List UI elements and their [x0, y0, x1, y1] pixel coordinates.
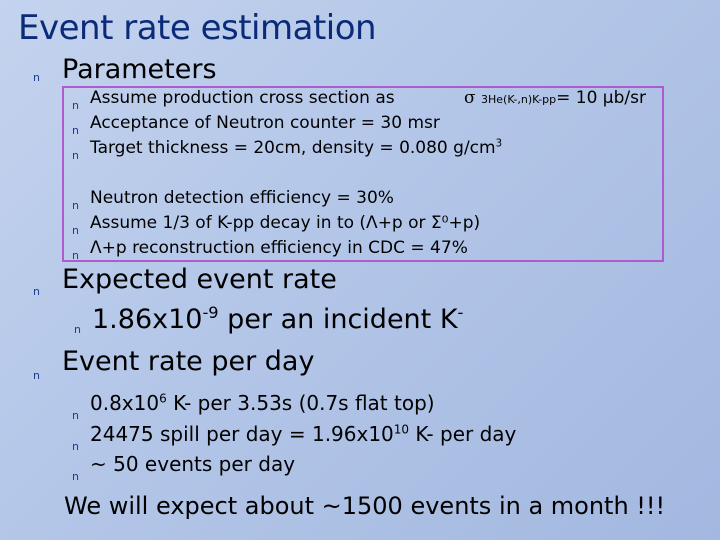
param-cross-section: Assume production cross section as: [90, 88, 395, 108]
perday-line-1: 0.8x106 K- per 3.53s (0.7s flat top): [90, 391, 435, 415]
param-acceptance: Acceptance of Neutron counter = 30 msr: [90, 113, 440, 133]
param-reconstruction: Λ+p reconstruction efficiency in CDC = 4…: [90, 238, 468, 258]
perday-bullet-3: n: [72, 470, 79, 483]
footer-statement: We will expect about ~1500 events in a m…: [64, 492, 666, 520]
param-bullet-6: n: [72, 249, 79, 262]
heading-parameters: Parameters: [62, 54, 217, 85]
expected-bullet: n: [74, 323, 81, 336]
param-bullet-1: n: [72, 99, 79, 112]
highlight-box: [62, 86, 664, 262]
heading-expected: Expected event rate: [62, 264, 337, 295]
perday-line-2: 24475 spill per day = 1.96x1010 K- per d…: [90, 422, 517, 446]
param-bullet-4: n: [72, 199, 79, 212]
page-title: Event rate estimation: [18, 8, 377, 48]
heading-per-day: Event rate per day: [62, 346, 315, 377]
bullet-parameters: n: [33, 71, 40, 84]
perday-bullet-1: n: [72, 409, 79, 422]
param-bullet-2: n: [72, 124, 79, 137]
param-bullet-5: n: [72, 224, 79, 237]
perday-bullet-2: n: [72, 440, 79, 453]
perday-line-3: ~ 50 events per day: [90, 452, 296, 476]
param-neutron-eff: Neutron detection efficiency = 30%: [90, 188, 394, 208]
bullet-per-day: n: [33, 369, 40, 382]
expected-value: 1.86x10-9 per an incident K-: [92, 303, 464, 335]
param-decay: Assume 1/3 of K-pp decay in to (Λ+p or Σ…: [90, 213, 481, 233]
bullet-expected: n: [33, 285, 40, 298]
param-target: Target thickness = 20cm, density = 0.080…: [90, 138, 503, 158]
param-bullet-3: n: [72, 149, 79, 162]
cross-section-formula: σ 3He(K-,n)K-pp= 10 μb/sr: [464, 88, 646, 108]
